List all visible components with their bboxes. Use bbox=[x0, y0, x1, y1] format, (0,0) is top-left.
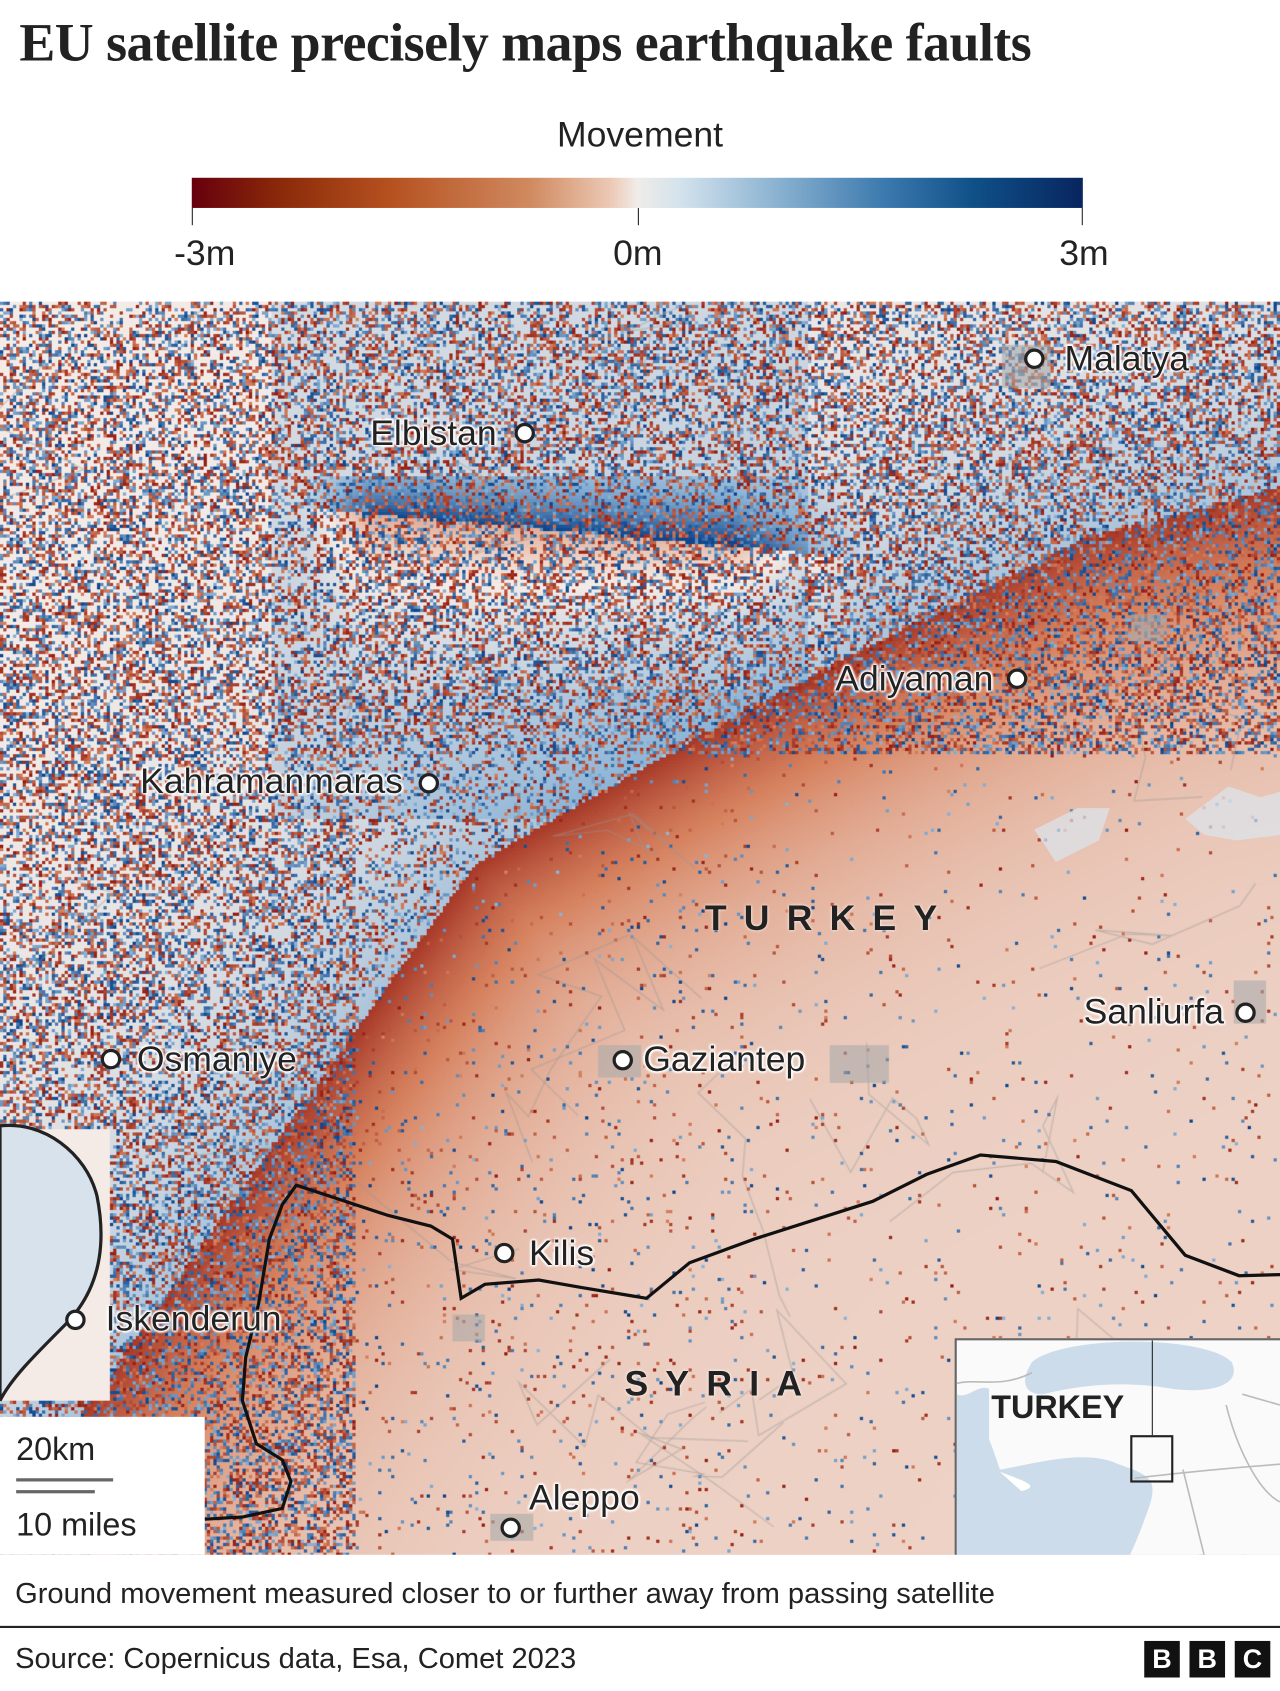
scale-miles-label: 10 miles bbox=[16, 1507, 137, 1543]
legend-title: Movement bbox=[557, 114, 723, 155]
country-label-syria: SYRIA bbox=[624, 1362, 820, 1403]
city-marker bbox=[500, 1517, 521, 1539]
legend-tick-label: 3m bbox=[1059, 232, 1109, 273]
legend-tick bbox=[1081, 207, 1083, 226]
inset-leader-line bbox=[1151, 1340, 1153, 1436]
city-marker bbox=[514, 422, 535, 444]
city-marker bbox=[1006, 668, 1028, 690]
map-features bbox=[0, 786, 1280, 1521]
city-marker bbox=[100, 1048, 122, 1070]
legend-tick bbox=[191, 207, 193, 226]
inset-map bbox=[956, 1341, 1280, 1555]
legend-tick-label: 0m bbox=[613, 232, 663, 273]
sea bbox=[0, 1123, 103, 1402]
border-turkey-syria bbox=[204, 1153, 1280, 1521]
city-marker bbox=[1024, 348, 1045, 370]
legend-tick-label: -3m bbox=[174, 232, 236, 273]
inset-label-turkey: TURKEY bbox=[991, 1389, 1125, 1426]
city-marker bbox=[418, 773, 440, 794]
lake bbox=[1185, 786, 1280, 841]
inset-area-box bbox=[1130, 1435, 1174, 1483]
lake bbox=[1034, 808, 1110, 862]
scale-km-label: 20km bbox=[16, 1431, 96, 1468]
legend-color-bar bbox=[191, 177, 1083, 208]
logo-letter: B bbox=[1144, 1640, 1180, 1678]
city-label-kilis: Kilis bbox=[529, 1232, 595, 1273]
city-label-elbistan: Elbistan bbox=[370, 412, 497, 453]
logo-letter: C bbox=[1234, 1640, 1271, 1678]
city-label-aleppo: Aleppo bbox=[529, 1477, 640, 1518]
city-marker bbox=[612, 1049, 633, 1071]
city-marker bbox=[1235, 1002, 1256, 1024]
logo-letter: B bbox=[1189, 1640, 1226, 1678]
scale-miles-bar bbox=[16, 1490, 95, 1494]
city-label-gaziantep: Gaziantep bbox=[643, 1038, 806, 1079]
caption: Ground movement measured closer to or fu… bbox=[15, 1577, 995, 1610]
city-label-osmaniye: Osmaniye bbox=[136, 1038, 297, 1079]
city-marker bbox=[65, 1309, 86, 1331]
scale-bar: 20km 10 miles bbox=[0, 1416, 205, 1555]
locator-inset: TURKEY bbox=[954, 1338, 1280, 1555]
legend-tick bbox=[637, 207, 639, 226]
scale-km-bar bbox=[16, 1478, 114, 1482]
city-label-iskenderun: Iskenderun bbox=[105, 1298, 282, 1339]
bbc-logo: B B C bbox=[1144, 1640, 1271, 1678]
country-label-turkey: TURKEY bbox=[704, 897, 955, 938]
city-label-adiyaman: Adiyaman bbox=[835, 658, 994, 699]
page-title: EU satellite precisely maps earthquake f… bbox=[19, 11, 1032, 73]
city-label-malatya: Malatya bbox=[1064, 338, 1190, 379]
divider bbox=[0, 1625, 1280, 1629]
source-note: Source: Copernicus data, Esa, Comet 2023 bbox=[15, 1642, 577, 1675]
city-marker bbox=[494, 1242, 515, 1264]
city-label-kahramanmaras: Kahramanmaras bbox=[140, 760, 403, 801]
map: Malatya Elbistan Adiyaman Kahramanmaras … bbox=[0, 301, 1280, 1555]
city-label-sanliurfa: Sanliurfa bbox=[1083, 991, 1224, 1032]
